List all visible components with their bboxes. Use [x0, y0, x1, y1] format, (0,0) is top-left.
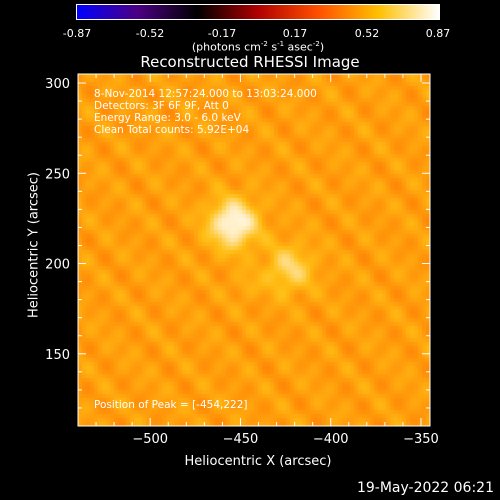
- y-tick-label: 200: [45, 258, 70, 273]
- plot-area: [78, 74, 430, 426]
- y-tick-label: 250: [45, 167, 70, 182]
- x-tick-label: −500: [132, 432, 168, 447]
- colorbar-units: (photons cm-2 s-1 asec-2): [191, 40, 325, 54]
- y-tick-label: 300: [45, 77, 70, 92]
- colorbar-tick-label: 0.52: [354, 27, 380, 40]
- info-energy-range: Energy Range: 3.0 - 6.0 keV: [94, 112, 241, 124]
- x-tick-label: −350: [403, 432, 439, 447]
- y-axis-label: Heliocentric Y (arcsec): [26, 172, 42, 318]
- chart-title: Reconstructed RHESSI Image: [140, 53, 360, 71]
- colorbar-tick-label: 0.17: [282, 27, 308, 40]
- plot-frame: [77, 73, 431, 427]
- y-tick-label: 150: [45, 348, 70, 363]
- colorbar-tick-label: 0.87: [425, 27, 451, 40]
- colorbar: [76, 4, 440, 20]
- timestamp: 19-May-2022 06:21: [356, 480, 494, 496]
- info-detectors: Detectors: 3F 6F 9F, Att 0: [94, 100, 229, 112]
- info-time-range: 8-Nov-2014 12:57:24.000 to 13:03:24.000: [94, 88, 317, 100]
- info-clean-counts: Clean Total counts: 5.92E+04: [94, 124, 250, 136]
- colorbar-tick-label: -0.87: [62, 27, 92, 40]
- colorbar-tick-label: -0.17: [207, 27, 237, 40]
- info-peak-position: Position of Peak = [-454,222]: [94, 399, 248, 411]
- x-tick-label: −450: [223, 432, 259, 447]
- colorbar-tick-label: -0.52: [135, 27, 165, 40]
- heatmap-image: [78, 74, 430, 426]
- x-axis-label: Heliocentric X (arcsec): [184, 454, 332, 469]
- x-tick-label: −400: [313, 432, 349, 447]
